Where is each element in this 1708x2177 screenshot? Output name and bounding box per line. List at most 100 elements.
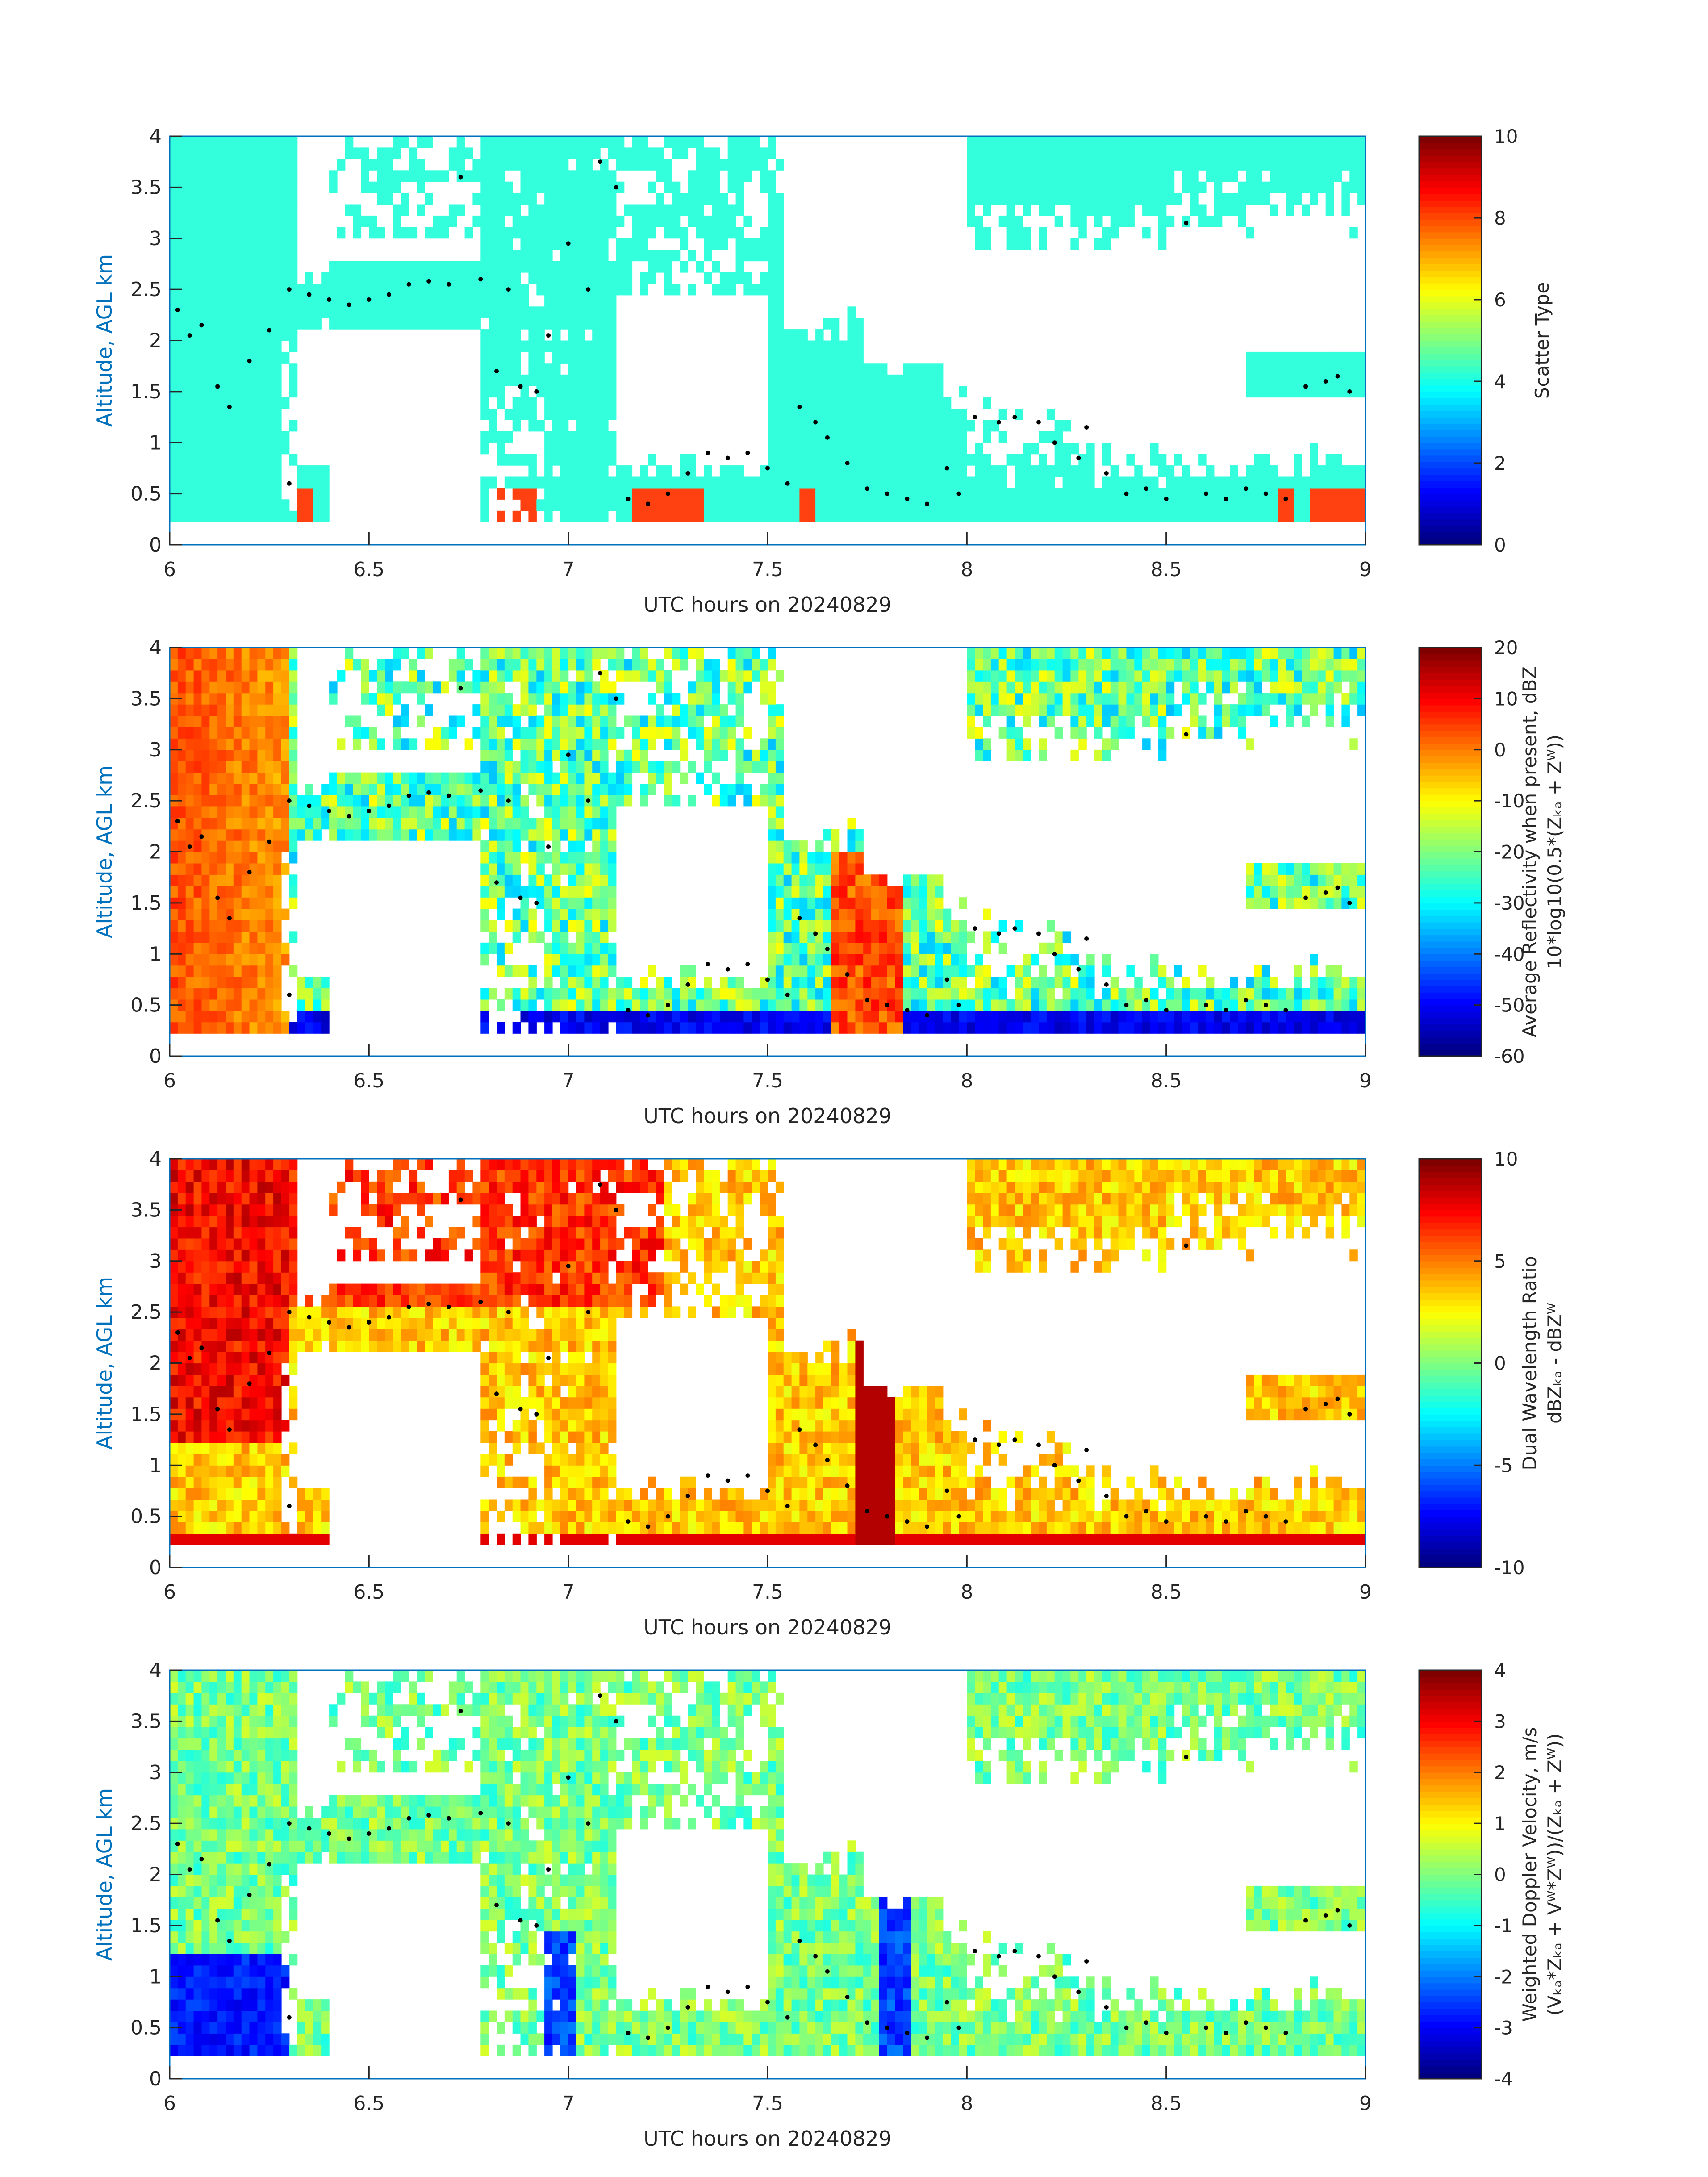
heatmap-cell bbox=[592, 795, 601, 807]
cloud-base-dot bbox=[706, 451, 710, 455]
heatmap-cell bbox=[783, 863, 792, 875]
heatmap-cell bbox=[1062, 499, 1071, 511]
heatmap-cell bbox=[433, 284, 441, 296]
heatmap-cell bbox=[281, 749, 290, 761]
heatmap-cell bbox=[783, 908, 792, 920]
heatmap-cell bbox=[696, 988, 704, 1000]
heatmap-cell bbox=[1110, 977, 1119, 989]
heatmap-cell bbox=[983, 204, 991, 216]
heatmap-cell bbox=[233, 659, 242, 671]
heatmap-cell bbox=[1006, 681, 1015, 694]
heatmap-cell bbox=[385, 670, 393, 682]
heatmap-cell bbox=[257, 784, 266, 795]
heatmap-cell bbox=[831, 340, 840, 352]
heatmap-cell bbox=[576, 261, 585, 273]
heatmap-cell bbox=[552, 920, 561, 932]
heatmap-cell bbox=[927, 954, 935, 966]
heatmap-cell bbox=[257, 431, 266, 443]
heatmap-cell bbox=[680, 136, 689, 148]
heatmap-cell bbox=[935, 397, 944, 409]
heatmap-cell bbox=[1214, 510, 1223, 522]
heatmap-cell bbox=[409, 295, 418, 307]
heatmap-cell bbox=[520, 738, 529, 750]
heatmap-cell bbox=[1054, 1011, 1063, 1023]
heatmap-cell bbox=[544, 670, 553, 682]
heatmap-cell bbox=[584, 454, 593, 466]
heatmap-cell bbox=[552, 476, 561, 489]
heatmap-cell bbox=[528, 1022, 537, 1034]
heatmap-cell bbox=[775, 954, 784, 966]
heatmap-cell bbox=[289, 250, 298, 262]
heatmap-cell bbox=[528, 397, 537, 409]
heatmap-cell bbox=[241, 431, 250, 443]
heatmap-cell bbox=[241, 829, 250, 841]
heatmap-cell bbox=[552, 727, 561, 739]
heatmap-cell bbox=[656, 170, 664, 182]
heatmap-cell bbox=[536, 476, 545, 489]
heatmap-cell bbox=[289, 738, 298, 750]
heatmap-cell bbox=[512, 738, 521, 750]
heatmap-cell bbox=[696, 738, 704, 750]
heatmap-cell bbox=[1039, 170, 1047, 182]
heatmap-cell bbox=[1006, 999, 1015, 1011]
heatmap-cell bbox=[552, 420, 561, 432]
heatmap-cell bbox=[927, 409, 935, 420]
heatmap-cell bbox=[520, 136, 529, 148]
heatmap-cell bbox=[696, 659, 704, 671]
heatmap-cell bbox=[752, 648, 760, 659]
heatmap-cell bbox=[193, 874, 202, 886]
heatmap-cell bbox=[504, 227, 513, 239]
heatmap-cell bbox=[1317, 510, 1326, 522]
heatmap-cell bbox=[863, 931, 872, 943]
heatmap-cell bbox=[201, 1011, 210, 1023]
heatmap-cell bbox=[600, 965, 609, 977]
heatmap-cell bbox=[839, 397, 848, 409]
heatmap-cell bbox=[887, 1011, 896, 1023]
heatmap-cell bbox=[185, 806, 194, 818]
heatmap-cell bbox=[489, 818, 497, 830]
heatmap-cell bbox=[768, 920, 776, 932]
heatmap-cell bbox=[201, 159, 210, 171]
heatmap-cell bbox=[863, 386, 872, 398]
heatmap-cell bbox=[616, 465, 625, 477]
heatmap-cell bbox=[377, 159, 385, 171]
heatmap-cell bbox=[185, 488, 194, 500]
heatmap-cell bbox=[265, 329, 274, 341]
heatmap-cell bbox=[265, 510, 274, 522]
heatmap-cell bbox=[592, 147, 601, 159]
heatmap-cell bbox=[361, 306, 369, 318]
heatmap-cell bbox=[1015, 1022, 1023, 1034]
heatmap-cell bbox=[249, 954, 258, 966]
heatmap-cell bbox=[177, 965, 186, 977]
colorbar-segment bbox=[1419, 155, 1482, 162]
heatmap-cell bbox=[807, 977, 816, 989]
heatmap-cell bbox=[616, 272, 625, 284]
heatmap-cell bbox=[1023, 954, 1031, 966]
heatmap-cell bbox=[592, 272, 601, 284]
heatmap-cell bbox=[568, 806, 577, 818]
heatmap-cell bbox=[520, 1011, 529, 1023]
heatmap-cell bbox=[209, 806, 218, 818]
heatmap-cell bbox=[241, 806, 250, 818]
cloud-base-dots bbox=[175, 159, 1352, 506]
heatmap-cell bbox=[640, 272, 648, 284]
heatmap-cell bbox=[815, 840, 824, 852]
heatmap-cell bbox=[919, 431, 927, 443]
heatmap-cell bbox=[472, 306, 481, 318]
heatmap-cell bbox=[1254, 510, 1262, 522]
heatmap-cell bbox=[177, 136, 186, 148]
heatmap-cell bbox=[672, 136, 681, 148]
heatmap-cell bbox=[1341, 193, 1350, 205]
cloud-base-dot bbox=[973, 415, 977, 420]
heatmap-cell bbox=[680, 659, 689, 671]
heatmap-cell bbox=[998, 136, 1007, 148]
heatmap-cell bbox=[273, 295, 282, 307]
heatmap-cell bbox=[1046, 193, 1055, 205]
heatmap-cell bbox=[775, 397, 784, 409]
heatmap-cell bbox=[608, 147, 617, 159]
heatmap-cell bbox=[839, 476, 848, 489]
heatmap-cell bbox=[1238, 215, 1246, 227]
heatmap-cell bbox=[927, 977, 935, 989]
heatmap-cell bbox=[249, 499, 258, 511]
heatmap-cell bbox=[600, 363, 609, 375]
